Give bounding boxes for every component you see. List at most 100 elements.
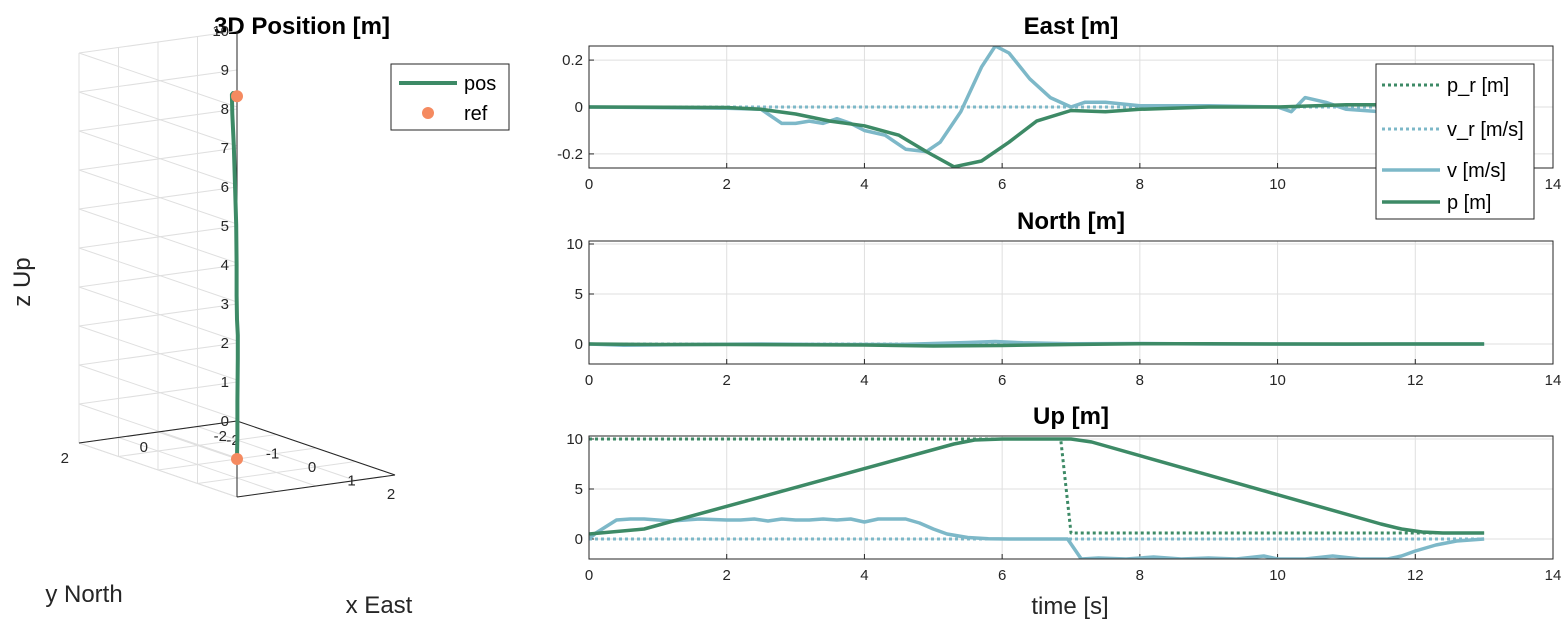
series-east bbox=[589, 46, 1485, 168]
axis-label-z-up: z Up bbox=[9, 257, 36, 306]
tick-label-z: 7 bbox=[221, 140, 229, 157]
tick-label-x: 12 bbox=[1407, 372, 1424, 389]
axis-label-x-east: x East bbox=[346, 592, 413, 619]
box3d-edge bbox=[236, 474, 396, 498]
tick-label-x: 10 bbox=[1269, 567, 1286, 584]
tick-label-x: 8 bbox=[1136, 567, 1144, 584]
tick-label-y: 0.2 bbox=[562, 52, 583, 69]
marker-3d-ref bbox=[231, 453, 243, 465]
title-north: North [m] bbox=[1017, 208, 1125, 235]
series-up-pr bbox=[589, 437, 1485, 535]
tick-label-z: 6 bbox=[221, 179, 229, 196]
frame-east bbox=[588, 45, 1554, 169]
grid3d-side-z bbox=[78, 108, 238, 132]
grid3d-side-z bbox=[78, 186, 238, 210]
series-3d bbox=[229, 90, 243, 465]
legend-east-v-label: v [m/s] bbox=[1447, 160, 1506, 182]
grid3d-floor-y bbox=[197, 426, 356, 481]
tick-label-y: 10 bbox=[566, 431, 583, 448]
title-east: East [m] bbox=[1024, 13, 1119, 40]
frame-up bbox=[588, 435, 1554, 560]
legend-east-box bbox=[1375, 63, 1535, 220]
tick-label-z: 5 bbox=[221, 218, 229, 235]
tick-label-y3d: 2 bbox=[61, 450, 69, 467]
axis-label-y-north: y North bbox=[45, 581, 122, 608]
panel-up: Up [m] 0 2 4 6 8 10 12 14 0 5 10 bbox=[566, 403, 1561, 584]
grid3d-side-z bbox=[78, 264, 238, 288]
marker-3d-ref bbox=[231, 90, 243, 103]
series-up bbox=[589, 437, 1485, 559]
tick-label-x: 6 bbox=[998, 176, 1006, 193]
tick-label-y: 5 bbox=[575, 286, 583, 303]
grid3d-side-z bbox=[78, 342, 238, 366]
tick-label-x3d: 0 bbox=[308, 459, 316, 476]
tick-label-x: 6 bbox=[998, 567, 1006, 584]
tick-label-z: 10 bbox=[212, 23, 229, 40]
legend-east-p-label: p [m] bbox=[1447, 192, 1491, 214]
tick-label-x: 0 bbox=[585, 567, 593, 584]
tick-label-y: 5 bbox=[575, 481, 583, 498]
series-up-v bbox=[589, 517, 1485, 559]
tick-label-z: 1 bbox=[221, 374, 229, 391]
ticks-up: 0 2 4 6 8 10 12 14 0 5 10 bbox=[566, 431, 1561, 584]
tick-label-z: 9 bbox=[221, 62, 229, 79]
tick-label-z: 4 bbox=[221, 257, 229, 274]
grid3d-side-z bbox=[78, 381, 238, 405]
legend-east-vr-label: v_r [m/s] bbox=[1447, 119, 1524, 141]
tick-label-x: 6 bbox=[998, 372, 1006, 389]
grid3d-side-z bbox=[78, 147, 238, 171]
legend-3d-ref-swatch bbox=[422, 107, 434, 119]
legend-3d: pos ref bbox=[390, 63, 510, 131]
tick-label-x3d: 1 bbox=[347, 473, 355, 490]
series-north-p bbox=[589, 342, 1485, 348]
panel-north: North [m] 0 2 4 6 8 10 12 14 0 5 10 bbox=[566, 208, 1561, 389]
tick-label-z: 8 bbox=[221, 101, 229, 118]
panel-3d-position: 3D Position [m] 012345678910-2-1012-202 … bbox=[9, 13, 510, 619]
tick-label-y3d: 0 bbox=[140, 439, 148, 456]
tick-label-x: 14 bbox=[1545, 567, 1562, 584]
legend-3d-ref-label: ref bbox=[464, 103, 488, 125]
axis3d-y-line bbox=[78, 420, 238, 444]
tick-label-x: 4 bbox=[860, 372, 868, 389]
grid3d-side-z bbox=[78, 30, 238, 54]
tick-label-y: -0.2 bbox=[557, 146, 583, 163]
legend-3d-box bbox=[390, 63, 510, 131]
tick-label-x: 8 bbox=[1136, 176, 1144, 193]
tick-label-x: 14 bbox=[1545, 372, 1562, 389]
grid-3d bbox=[78, 30, 396, 498]
tick-label-x3d: 2 bbox=[387, 486, 395, 503]
ticks-north: 0 2 4 6 8 10 12 14 0 5 10 bbox=[566, 236, 1561, 389]
tick-label-x: 10 bbox=[1269, 176, 1286, 193]
tick-label-x: 2 bbox=[723, 567, 731, 584]
grid3d-side-z bbox=[78, 225, 238, 249]
tick-label-x: 0 bbox=[585, 372, 593, 389]
series-up-p bbox=[589, 437, 1485, 536]
tick-label-x: 12 bbox=[1407, 567, 1424, 584]
plot-area-up bbox=[589, 436, 1553, 559]
tick-label-y: 0 bbox=[575, 531, 583, 548]
tick-label-x: 0 bbox=[585, 176, 593, 193]
legend-east: p_r [m] v_r [m/s] v [m/s] p [m] bbox=[1375, 63, 1535, 220]
axis3d-x-line bbox=[236, 420, 396, 476]
axis-label-time: time [s] bbox=[1031, 593, 1108, 620]
tick-label-x: 10 bbox=[1269, 372, 1286, 389]
tick-label-y: 0 bbox=[575, 99, 583, 116]
title-3d-position: 3D Position [m] bbox=[214, 13, 390, 40]
legend-3d-pos-label: pos bbox=[464, 73, 496, 95]
series-east-p bbox=[589, 102, 1485, 168]
tick-label-z: 3 bbox=[221, 296, 229, 313]
tick-label-x: 4 bbox=[860, 176, 868, 193]
tick-label-x: 8 bbox=[1136, 372, 1144, 389]
tick-label-y3d: -2 bbox=[214, 428, 227, 445]
tick-label-y: 10 bbox=[566, 236, 583, 253]
grid3d-back-z bbox=[78, 442, 238, 498]
legend-east-pr-label: p_r [m] bbox=[1447, 75, 1509, 97]
grid3d-side-z bbox=[78, 303, 238, 327]
frame-north bbox=[588, 240, 1554, 365]
tick-label-x3d: -1 bbox=[266, 446, 279, 463]
tick-label-z: 2 bbox=[221, 335, 229, 352]
tick-label-x: 2 bbox=[723, 372, 731, 389]
series-north bbox=[589, 339, 1485, 348]
tick-label-z: 0 bbox=[221, 413, 229, 430]
